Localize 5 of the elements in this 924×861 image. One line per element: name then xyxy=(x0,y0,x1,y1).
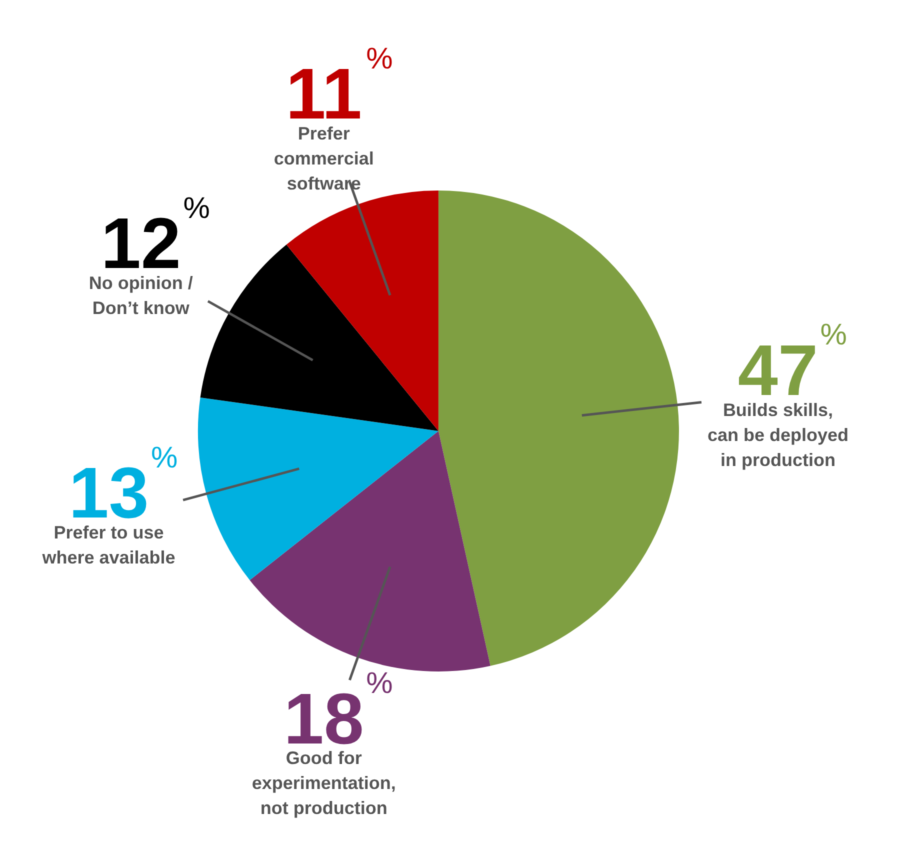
slice-label: Good for experimentation, not production xyxy=(252,748,396,818)
slice-label: Prefer to use where available xyxy=(41,522,176,568)
slice-label: No opinion / Don’t know xyxy=(88,272,193,318)
slice-label: Prefer commercial software xyxy=(274,123,374,194)
slice-label: Builds skills, can be deployed in production xyxy=(707,400,848,470)
